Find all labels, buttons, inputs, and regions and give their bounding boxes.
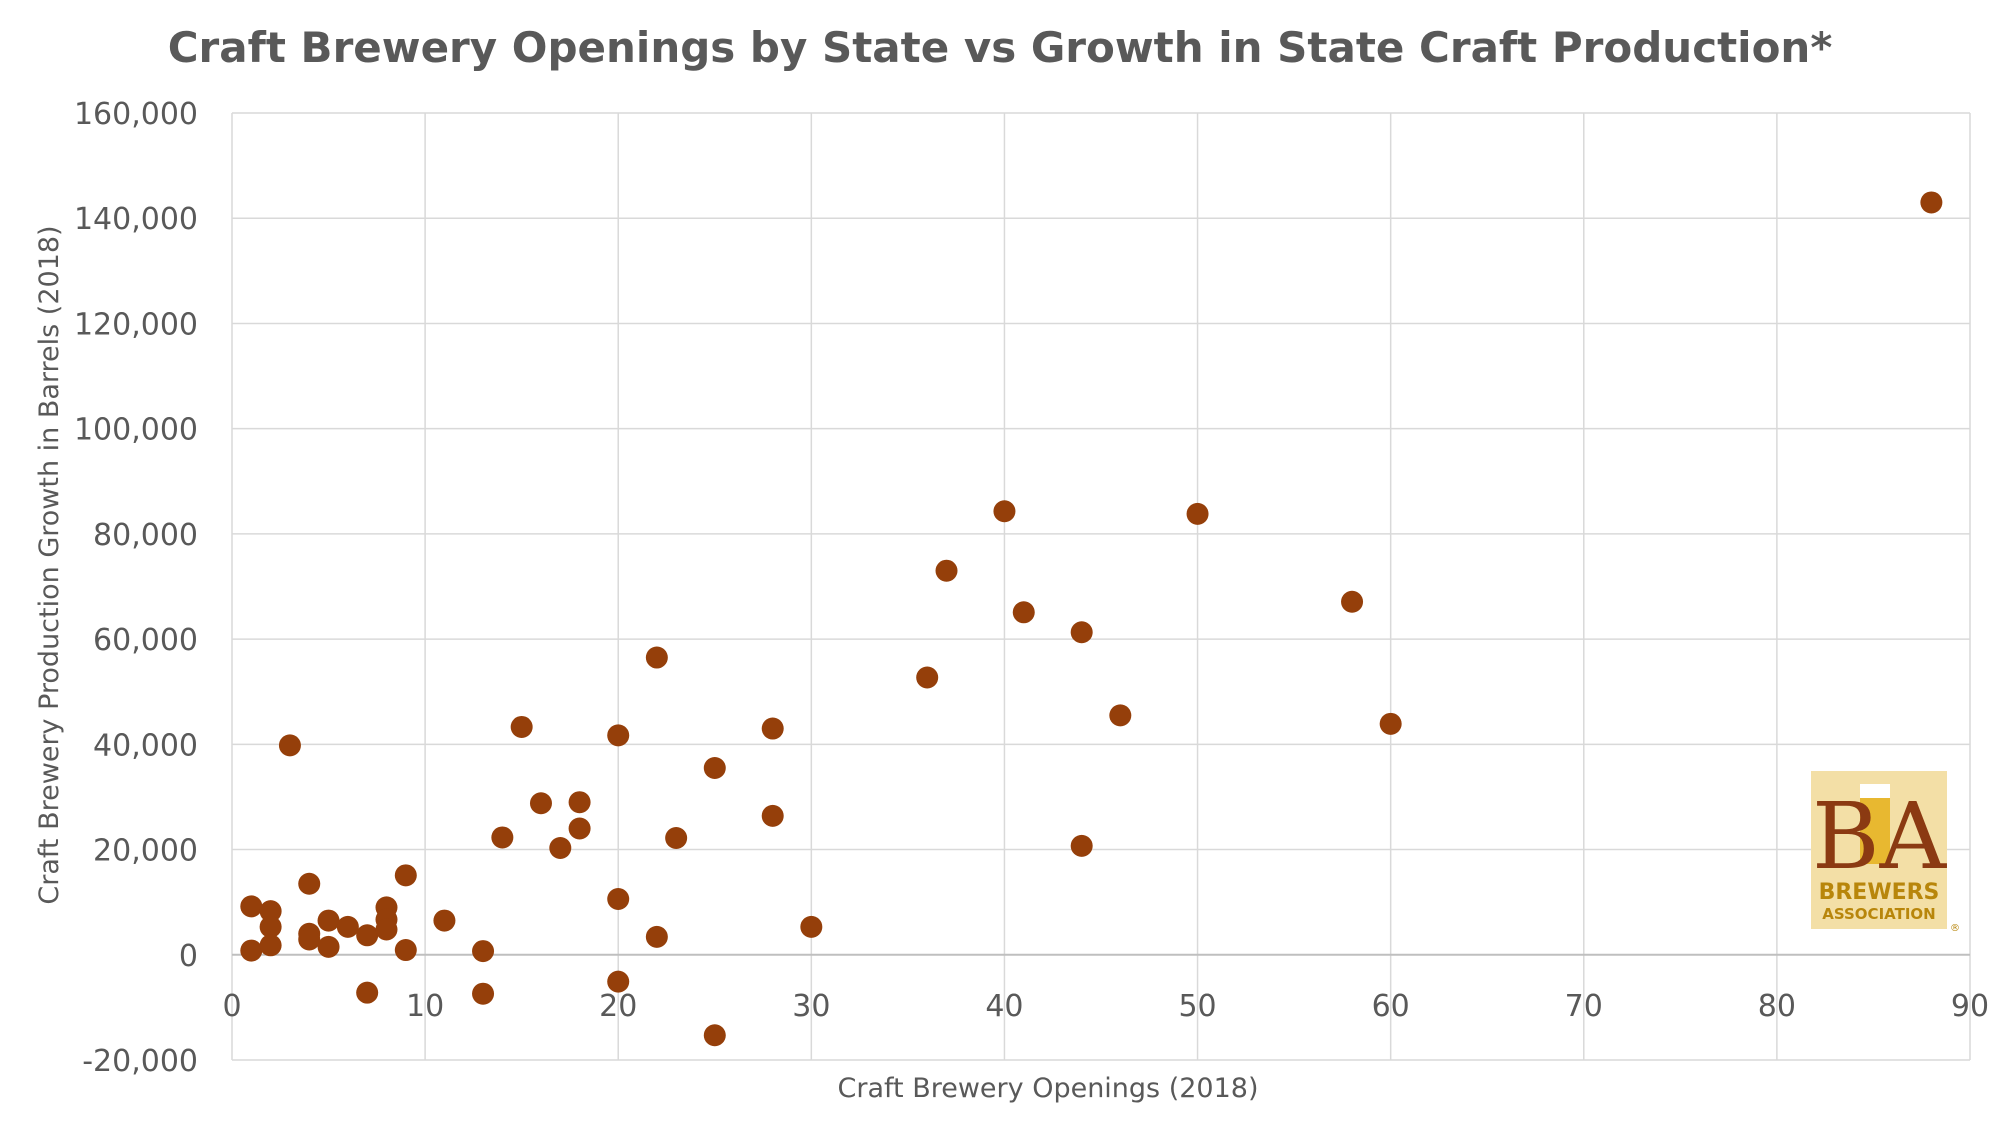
data-point [240,939,263,962]
y-tick-label: 160,000 [74,97,198,132]
data-point [665,826,688,849]
y-tick-label: 140,000 [74,202,198,237]
data-point [1070,834,1093,857]
data-point [259,915,282,938]
logo-line-association: ASSOCIATION [1822,905,1935,923]
data-point [317,935,340,958]
y-tick-labels: -20,000 0 20,000 40,000 60,000 80,000 100,000 1… [74,97,198,1079]
data-point [278,734,301,757]
x-tick-label: 0 [222,989,241,1024]
data-point [1070,621,1093,644]
y-tick-label: 120,000 [74,307,198,342]
data-point [1186,502,1209,525]
x-tick-label: 20 [599,989,637,1024]
data-point [993,500,1016,523]
data-point [607,724,630,747]
data-point [394,939,417,962]
y-tick-label: 100,000 [74,413,198,448]
data-point [491,826,514,849]
data-point [529,792,552,815]
data-point [568,791,591,814]
data-point [607,970,630,993]
data-point [317,909,340,932]
data-point [336,915,359,938]
data-point [549,836,572,859]
x-tick-labels: 0 10 20 30 40 50 60 70 80 90 [222,989,1989,1024]
data-point [645,925,668,948]
data-point [472,982,495,1005]
logo-line-brewers: BREWERS [1819,880,1940,905]
data-point [433,909,456,932]
x-tick-label: 30 [792,989,830,1024]
data-point [703,1024,726,1047]
y-tick-label: 60,000 [93,623,198,658]
x-tick-label: 90 [1951,989,1989,1024]
x-tick-label: 60 [1372,989,1410,1024]
data-point [298,928,321,951]
data-point [800,915,823,938]
x-tick-label: 40 [985,989,1023,1024]
data-points [240,191,1943,1047]
x-tick-label: 10 [406,989,444,1024]
data-point [703,757,726,780]
data-point [259,934,282,957]
data-point [1920,191,1943,214]
data-point [240,895,263,918]
data-point [510,715,533,738]
data-point [1379,712,1402,735]
data-point [472,940,495,963]
data-point [607,888,630,911]
data-point [761,804,784,827]
data-point [1341,590,1364,613]
data-point [1012,601,1035,624]
y-tick-label: 20,000 [93,834,198,869]
data-point [394,864,417,887]
y-tick-label: 80,000 [93,518,198,553]
data-point [761,717,784,740]
data-point [568,817,591,840]
data-point [935,559,958,582]
data-point [298,872,321,895]
y-tick-label: 0 [179,939,198,974]
logo-glass-foam [1860,784,1890,798]
x-tick-label: 80 [1758,989,1796,1024]
data-point [259,900,282,923]
brewers-association-logo: BA BREWERS ASSOCIATION ® [1811,771,1960,934]
y-tick-label: 40,000 [93,728,198,763]
y-axis-label: Craft Brewery Production Growth in Barre… [34,225,65,904]
logo-registered-mark: ® [1950,923,1960,934]
x-tick-label: 70 [1565,989,1603,1024]
x-tick-label: 50 [1178,989,1216,1024]
logo-letters: BA [1812,783,1948,890]
y-tick-label: -20,000 [82,1044,198,1079]
chart-title: Craft Brewery Openings by State vs Growt… [168,23,1833,72]
data-point [375,918,398,941]
data-point [356,924,379,947]
data-point [356,981,379,1004]
x-axis-label: Craft Brewery Openings (2018) [838,1073,1259,1104]
data-point [916,666,939,689]
data-point [1109,704,1132,727]
gridlines [231,112,1971,1061]
data-point [645,646,668,669]
